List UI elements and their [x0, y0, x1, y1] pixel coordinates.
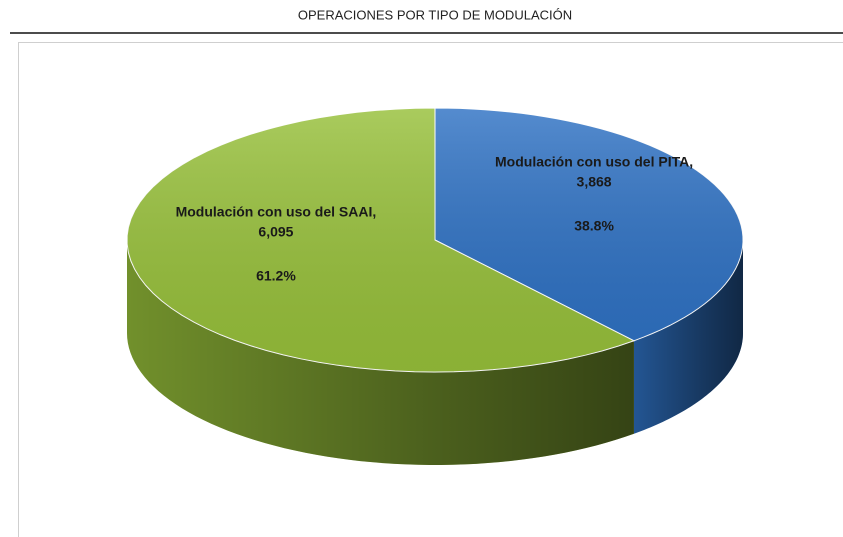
- pie: Modulación con uso del PITA, 3,868 38.8% Mo…: [126, 107, 744, 465]
- value-label: 3,868: [577, 174, 612, 190]
- slice-side-shade: [633, 240, 743, 434]
- category-label: Modulación con uso del SAAI,: [176, 204, 377, 220]
- slice-shade: [435, 108, 743, 341]
- value-label: 6,095: [258, 224, 293, 240]
- category-label: Modulación con uso del PITA,: [495, 154, 693, 170]
- chart-title: OPERACIONES POR TIPO DE MODULACIÓN: [298, 7, 572, 22]
- percentage-label: 38.8%: [574, 218, 614, 234]
- slice-side-shade: [127, 240, 634, 465]
- chart-frame: [18, 42, 843, 537]
- slice-shade: [127, 108, 634, 372]
- percentage-label: 61.2%: [256, 268, 296, 284]
